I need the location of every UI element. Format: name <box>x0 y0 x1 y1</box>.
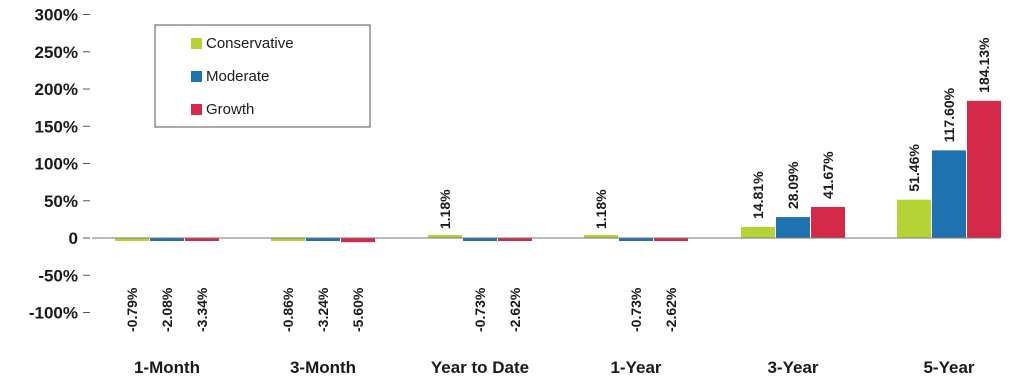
data-labels: -0.79% -2.08% -3.34% -0.86% -3.24% -5.60% 1.18… <box>124 37 992 332</box>
bar-conservative-5 <box>741 226 775 238</box>
bar-conservative-1 <box>115 238 149 241</box>
x-tick-label: Year to Date <box>431 358 529 377</box>
x-tick-label: 1-Month <box>134 358 200 377</box>
y-tick-label: 300% <box>35 6 78 25</box>
bar-conservative-3 <box>428 235 462 238</box>
data-label: -3.34% <box>194 287 210 332</box>
bar-growth-5 <box>811 206 845 238</box>
data-label: -0.73% <box>628 287 644 332</box>
data-label: -2.08% <box>159 287 175 332</box>
y-tick-label: 50% <box>44 192 78 211</box>
legend-swatch-moderate <box>191 71 202 82</box>
bar-growth-2 <box>341 238 375 243</box>
data-label: 1.18% <box>593 189 609 229</box>
data-label: -0.86% <box>280 287 296 332</box>
legend: Conservative Moderate Growth <box>154 24 371 128</box>
legend-label-conservative: Conservative <box>206 35 294 52</box>
data-label: 1.18% <box>437 189 453 229</box>
bar-moderate-3 <box>463 238 497 241</box>
bar-conservative-6 <box>897 199 931 238</box>
data-label: -5.60% <box>350 287 366 332</box>
data-label: 41.67% <box>820 151 836 199</box>
bar-moderate-6 <box>932 150 966 238</box>
y-tick-label: 100% <box>35 155 78 174</box>
legend-swatch-conservative <box>191 38 202 49</box>
x-tick-label: 3-Month <box>290 358 356 377</box>
x-axis: 1-Month 3-Month Year to Date 1-Year 3-Year 5-… <box>92 237 1000 377</box>
data-label: -3.24% <box>315 287 331 332</box>
data-label: -2.62% <box>663 287 679 332</box>
x-tick-label: 1-Year <box>610 358 661 377</box>
y-tick-label: -100% <box>29 304 78 323</box>
data-label: -0.79% <box>124 287 140 332</box>
bars <box>115 100 1001 243</box>
y-tick-label: 150% <box>35 117 78 136</box>
data-label: 117.60% <box>941 87 957 142</box>
legend-label-moderate: Moderate <box>206 68 269 85</box>
legend-box <box>154 24 371 128</box>
data-label: -0.73% <box>472 287 488 332</box>
bar-moderate-5 <box>776 217 810 238</box>
bar-growth-4 <box>654 238 688 241</box>
x-tick-label: 3-Year <box>767 358 818 377</box>
bar-moderate-2 <box>306 238 340 241</box>
y-tick-label: 0 <box>69 229 78 248</box>
data-label: -2.62% <box>507 287 523 332</box>
data-label: 184.13% <box>976 37 992 93</box>
bar-growth-3 <box>498 238 532 241</box>
x-tick-label: 5-Year <box>923 358 974 377</box>
bar-conservative-4 <box>584 235 618 238</box>
data-label: 28.09% <box>785 161 801 209</box>
bar-growth-1 <box>185 238 219 241</box>
y-tick-label: 200% <box>35 80 78 99</box>
bar-moderate-4 <box>619 238 653 241</box>
bar-conservative-2 <box>271 238 305 241</box>
legend-label-growth: Growth <box>206 101 254 118</box>
y-tick-label: 250% <box>35 43 78 62</box>
bar-moderate-1 <box>150 238 184 241</box>
y-axis: 300% 250% 200% 150% 100% 50% 0 -50% -100% <box>29 6 90 323</box>
data-label: 14.81% <box>750 171 766 219</box>
y-tick-label: -50% <box>38 266 78 285</box>
legend-swatch-growth <box>191 104 202 115</box>
data-label: 51.46% <box>906 144 922 192</box>
bar-growth-6 <box>967 100 1001 238</box>
